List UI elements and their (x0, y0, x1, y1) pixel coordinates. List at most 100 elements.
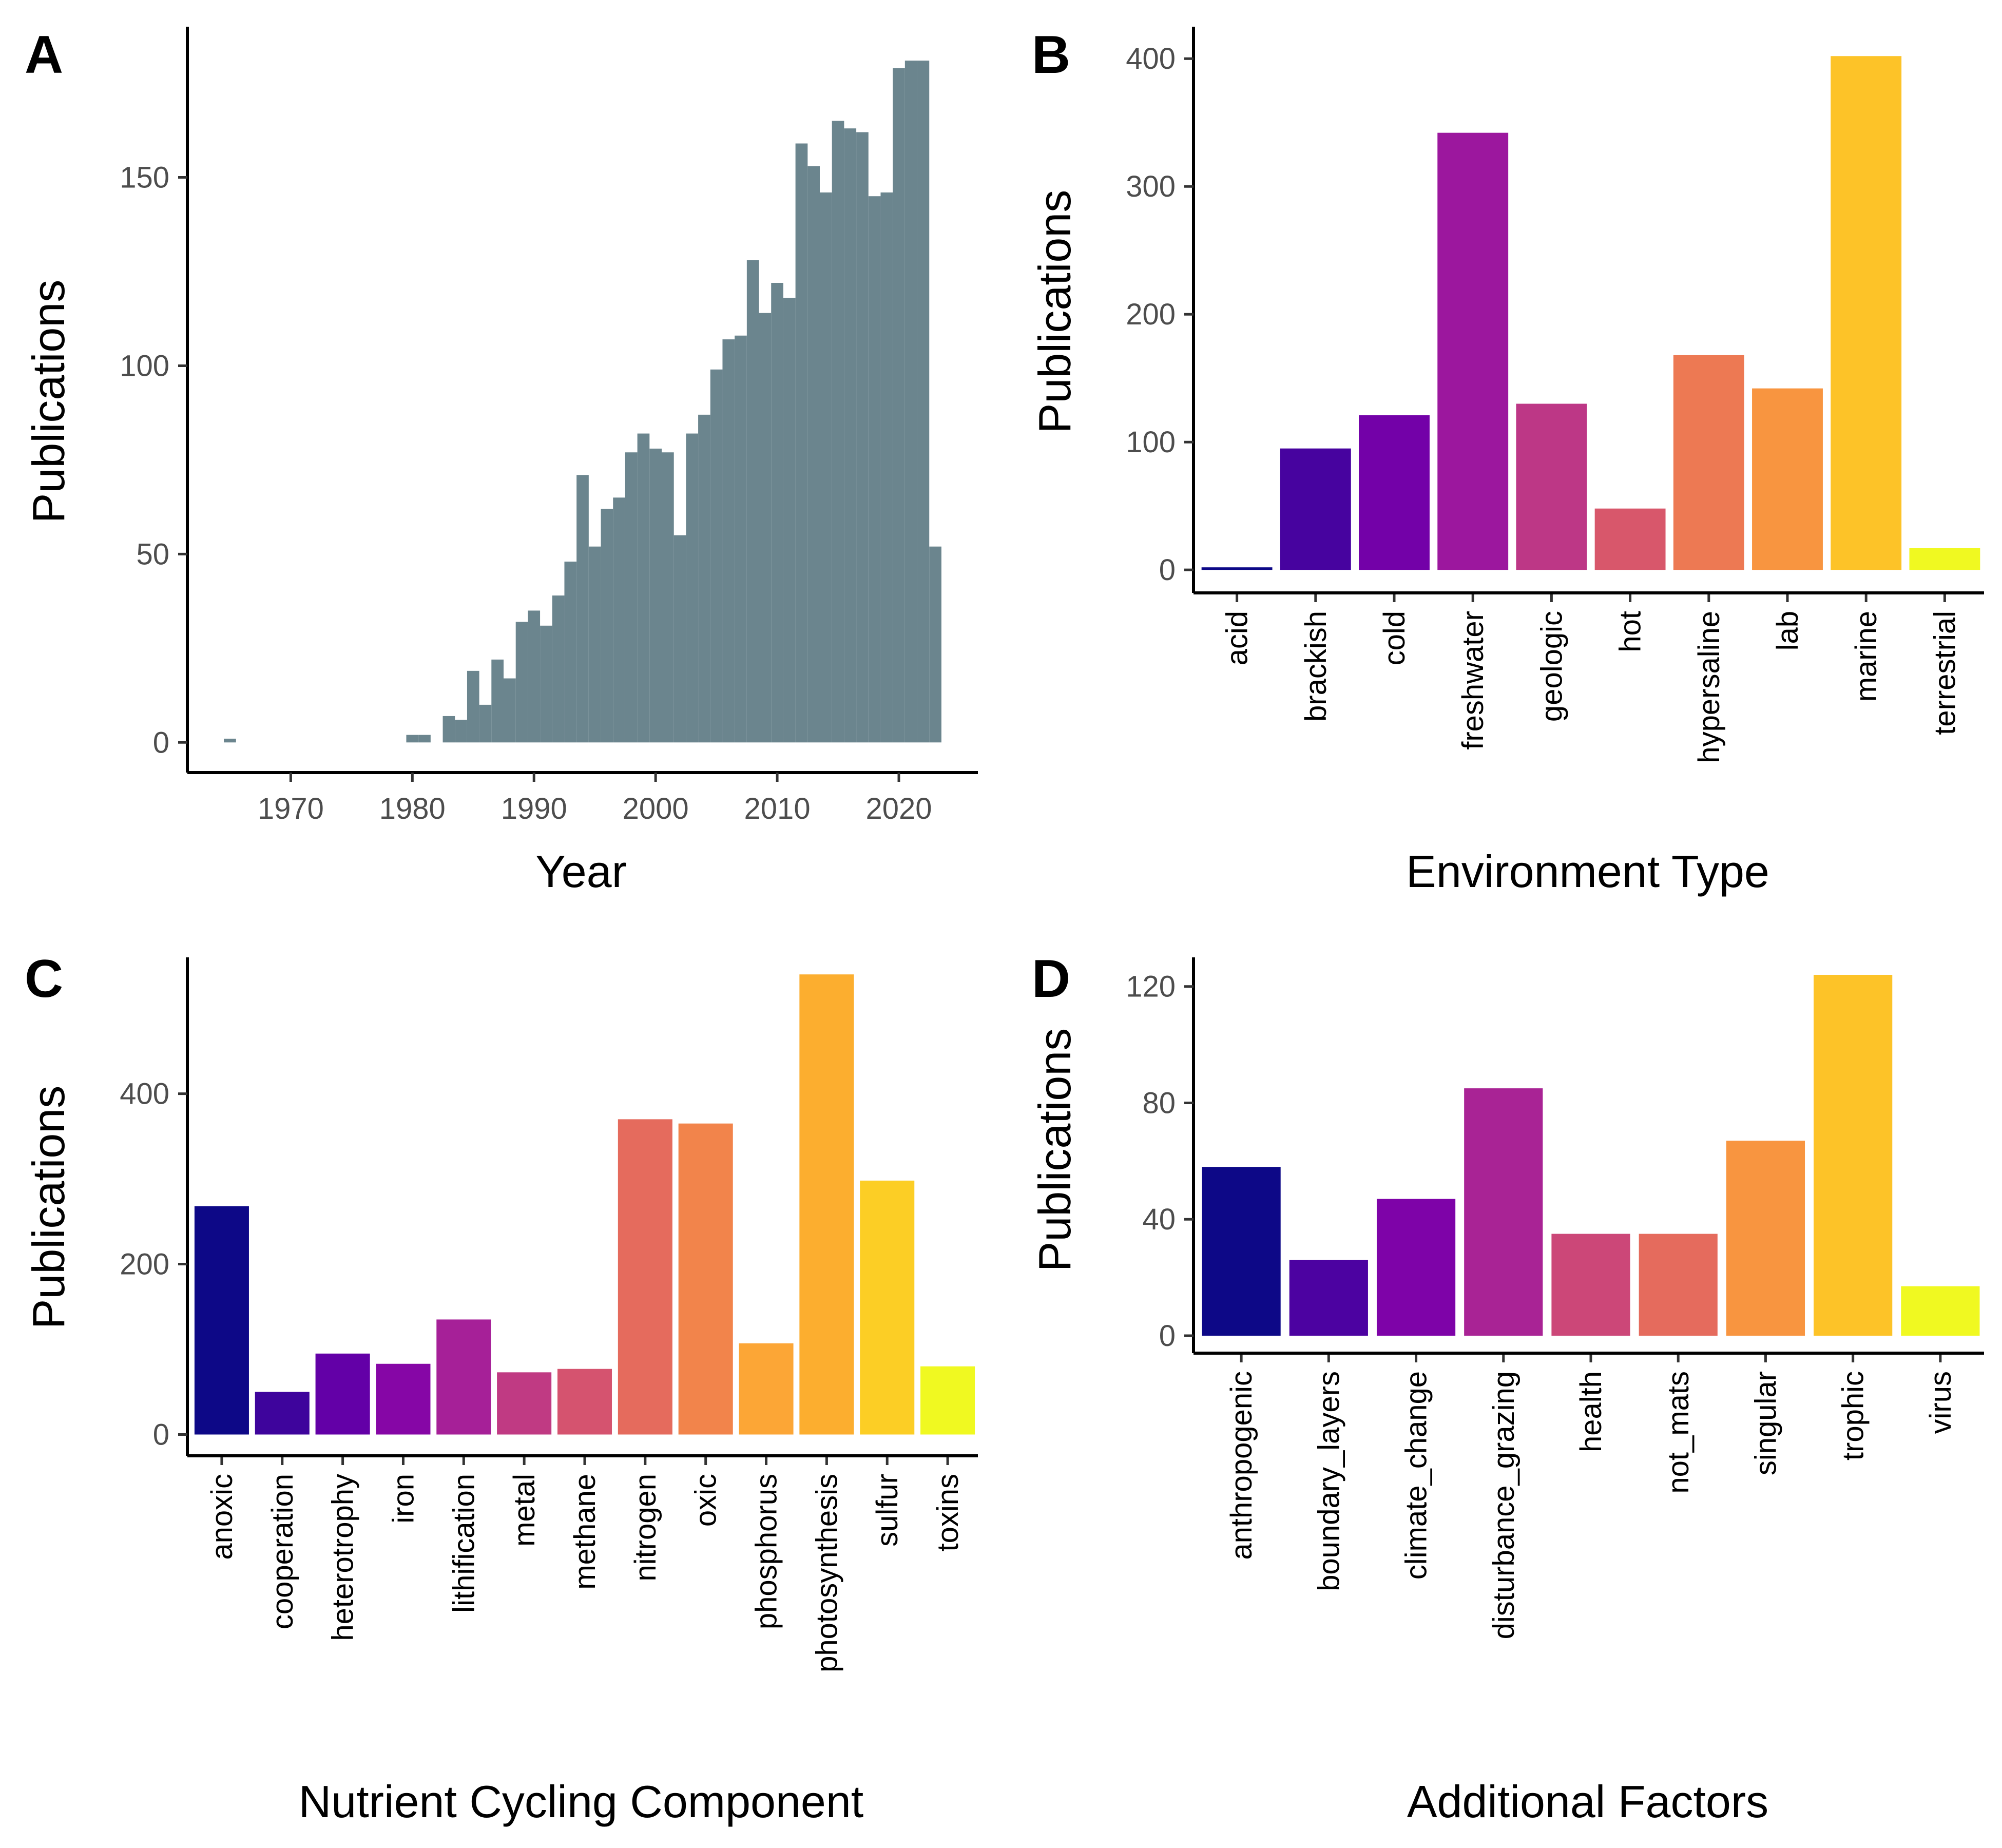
panel-b-x-tick-label: lab (1771, 611, 1804, 650)
bar-year-2006 (722, 339, 735, 743)
panel-d-x-tick-label: boundary_layers (1312, 1371, 1345, 1591)
bar-acid (1201, 567, 1273, 570)
panel-a-y-tick-label: 150 (120, 161, 169, 195)
bar-hypersaline (1673, 355, 1744, 570)
bar-year-2019 (880, 192, 893, 743)
bar-climate-change (1376, 1199, 1456, 1336)
panel-c-x-tick-label: toxins (931, 1474, 965, 1552)
panel-c-x-tick-label: methane (568, 1474, 602, 1590)
panel-b-x-tick-label: freshwater (1456, 611, 1490, 750)
panel-b-x-tick-label: brackish (1299, 611, 1333, 722)
bar-metal (497, 1372, 552, 1435)
bar-year-2003 (686, 433, 699, 743)
panel-a-x-tick-label: 1970 (258, 792, 324, 825)
panel-b-x-tick-label: marine (1850, 611, 1883, 702)
panel-c-x-tick-label: lithification (447, 1474, 480, 1613)
bar-phosphorus (739, 1343, 794, 1435)
panel-a-axes: 0 50 100 150 1970 1980 1990 2000 2010 2020 (120, 27, 978, 825)
bar-year-2021 (904, 61, 917, 743)
bar-photosynthesis (799, 974, 854, 1435)
bar-virus (1901, 1286, 1980, 1336)
panel-letter-d: D (1032, 949, 1070, 1009)
panel-d-y-axis-title: Publications (1029, 1028, 1080, 1272)
panel-b-x-tick-label: acid (1221, 611, 1254, 665)
panel-b-x-axis-title: Environment Type (1406, 846, 1769, 897)
panel-d-x-tick-label: virus (1924, 1371, 1957, 1434)
bar-lithification (436, 1319, 491, 1435)
bar-year-2020 (893, 68, 905, 743)
panel-c-x-tick-label: cooperation (266, 1474, 299, 1629)
panel-d-x-tick-label: not_mats (1662, 1371, 1695, 1494)
panel-b-y-tick-label: 300 (1126, 170, 1176, 203)
panel-a-y-tick-label: 100 (120, 349, 169, 382)
bar-heterotrophy (315, 1353, 370, 1435)
bar-year-2013 (807, 166, 820, 743)
bar-trophic (1814, 975, 1893, 1336)
bar-anthropogenic (1202, 1167, 1281, 1336)
panel-a-y-axis-title: Publications (23, 280, 74, 524)
panel-d-x-axis-title: Additional Factors (1407, 1776, 1768, 1827)
bar-not-mats (1639, 1234, 1718, 1336)
bar-health (1551, 1234, 1630, 1336)
panel-d-y-tick-label: 0 (1159, 1319, 1176, 1353)
panel-c-bars (194, 974, 975, 1435)
panel-b-y-tick-label: 400 (1126, 42, 1176, 75)
panel-c-y-tick-label: 400 (120, 1077, 169, 1111)
panel-b-x-tick-label: terrestrial (1928, 611, 1961, 735)
panel-c-y-axis-title: Publications (23, 1086, 74, 1330)
panel-c-x-tick-label: iron (387, 1474, 420, 1524)
panel-c-x-tick-label: anoxic (205, 1474, 239, 1560)
panel-a-bars (224, 61, 941, 743)
bar-methane (557, 1369, 612, 1435)
bar-year-1986 (479, 704, 492, 743)
bar-year-2004 (698, 414, 710, 743)
bar-year-2023 (929, 546, 941, 743)
panel-b-x-tick-label: cold (1378, 611, 1411, 665)
bar-sulfur (860, 1180, 915, 1435)
bar-nitrogen (618, 1119, 672, 1435)
panel-letter-c: C (25, 949, 63, 1009)
panel-d-y-tick-label: 40 (1142, 1203, 1176, 1236)
bar-year-1987 (491, 659, 504, 743)
bar-year-2015 (832, 121, 844, 743)
bar-year-1984 (455, 720, 467, 743)
panel-c-axes: anoxic cooperation heterotrophy iron lithifi… (120, 957, 978, 1672)
panel-a-y-tick-label: 0 (153, 726, 169, 759)
bar-year-1989 (515, 622, 528, 743)
panel-d-y-tick-label: 120 (1126, 970, 1176, 1004)
bar-toxins (920, 1366, 975, 1435)
bar-year-2016 (844, 128, 857, 743)
bar-year-2010 (771, 283, 783, 743)
panel-c-x-tick-label: heterotrophy (326, 1474, 360, 1641)
panel-a-x-tick-label: 1990 (501, 792, 567, 825)
panel-a-x-tick-label: 2020 (865, 792, 932, 825)
panel-c-y-tick-label: 200 (120, 1248, 169, 1281)
panel-a-x-tick-label: 2000 (623, 792, 689, 825)
panel-a-y-tick-label: 50 (136, 537, 169, 571)
bar-year-1985 (467, 670, 479, 743)
bar-year-2001 (662, 452, 674, 743)
panel-b-x-tick-label: hypersaline (1692, 611, 1726, 763)
bar-year-2007 (735, 335, 747, 743)
bar-year-2018 (868, 196, 881, 743)
bar-year-1990 (528, 610, 541, 743)
panel-c-nutrient-cycling: C anoxic cooperation heterotrophy iron lithi… (23, 949, 978, 1827)
bar-year-1999 (637, 433, 650, 743)
panel-b-y-tick-label: 100 (1126, 426, 1176, 459)
panel-d-x-tick-label: health (1574, 1371, 1608, 1452)
bar-lab (1752, 388, 1823, 570)
bar-year-1983 (442, 716, 455, 743)
panel-letter-a: A (25, 25, 63, 85)
bar-year-2017 (856, 132, 869, 743)
bar-year-2012 (795, 143, 808, 743)
panel-b-axes: acid brackish cold freshwater geologic hot hyp… (1126, 27, 1984, 763)
panel-letter-b: B (1032, 25, 1070, 85)
bar-year-1997 (613, 497, 625, 743)
bar-year-1992 (552, 595, 565, 743)
panel-b-y-tick-label: 0 (1159, 553, 1176, 587)
bar-year-1965 (224, 738, 236, 743)
bar-marine (1831, 56, 1902, 570)
bar-year-2011 (783, 298, 796, 743)
panel-a-x-tick-label: 2010 (744, 792, 811, 825)
